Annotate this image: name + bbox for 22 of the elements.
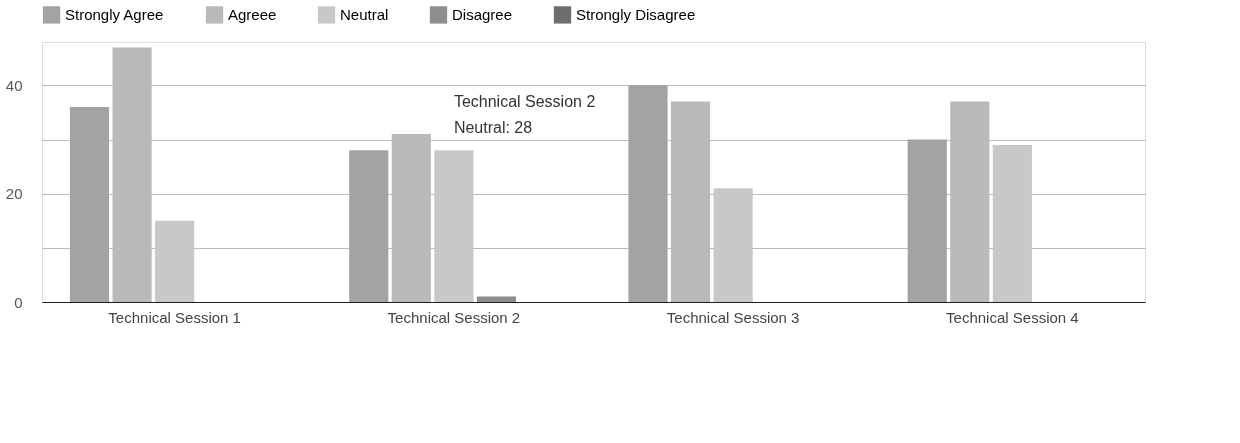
bar (349, 150, 389, 302)
bar (476, 296, 517, 302)
x-tick-label: Technical Session 3 (666, 308, 800, 326)
bar (155, 220, 195, 302)
y-tick-label: 20 (5, 185, 23, 203)
bar (628, 85, 668, 302)
annotation: Technical Session 2 Neutral: 28 (453, 93, 596, 137)
legend-label: Strongly Disagree (576, 5, 696, 23)
x-tick-label: Technical Session 1 (108, 308, 241, 326)
x-tick-label: Technical Session 2 (387, 308, 521, 326)
bar (434, 150, 474, 302)
y-tick-label: 0 (14, 293, 23, 311)
bar (992, 144, 1032, 302)
x-tick-label: Technical Session 4 (946, 308, 1079, 326)
legend-label: Strongly Agree (65, 5, 164, 23)
y-tick-label: 40 (5, 76, 23, 94)
bar (713, 188, 753, 302)
bar (69, 107, 110, 302)
legend-label: Disagree (452, 5, 513, 23)
bar (907, 139, 947, 302)
legend-label: Neutral (340, 5, 389, 23)
legend-label: Agreee (228, 5, 277, 23)
